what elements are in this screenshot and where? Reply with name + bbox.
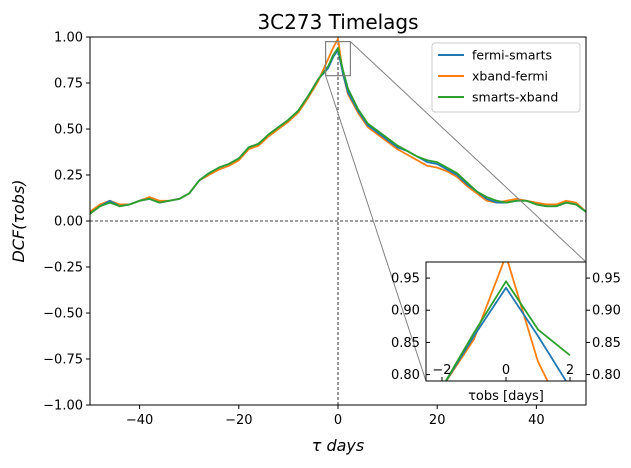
y-tick-label: −0.25 bbox=[43, 261, 83, 276]
legend-label-fermi-smarts: fermi-smarts bbox=[472, 48, 552, 63]
inset-series-line-fermi-smarts bbox=[444, 286, 568, 381]
inset-y-tick-label-right: 0.85 bbox=[592, 336, 621, 351]
y-tick-label: −0.75 bbox=[43, 353, 83, 368]
inset-y-tick-label-left: 0.90 bbox=[391, 304, 420, 319]
y-tick-label: 0.50 bbox=[54, 123, 83, 138]
y-tick-label: −1.00 bbox=[43, 399, 83, 414]
legend-label-smarts-xband: smarts-xband bbox=[472, 90, 558, 105]
legend-box bbox=[431, 42, 581, 113]
inset-y-tick-label-right: 0.95 bbox=[592, 272, 621, 287]
x-tick-label: −40 bbox=[126, 413, 153, 428]
reference-lines bbox=[90, 37, 586, 405]
inset-series-line-xband-fermi bbox=[445, 262, 549, 381]
inset-y-tick-label-right: 0.80 bbox=[592, 368, 621, 383]
inset-x-tick-label: 2 bbox=[566, 363, 574, 378]
inset-x-axis-label: τobs [days] bbox=[468, 389, 544, 404]
zoom-connector-line bbox=[350, 41, 587, 263]
y-tick-label: 0.00 bbox=[54, 215, 83, 230]
y-axis-label: DCF(τobs) bbox=[9, 179, 28, 262]
inset-y-tick-label-left: 0.95 bbox=[391, 272, 420, 287]
inset-y-tick-label-left: 0.80 bbox=[391, 368, 420, 383]
x-axis-label: τ days bbox=[312, 436, 364, 455]
series-line-smarts-xband bbox=[90, 47, 586, 215]
zoom-indicator-box bbox=[325, 40, 352, 77]
x-tick-label: 20 bbox=[429, 413, 446, 428]
inset-y-tick-label-left: 0.85 bbox=[391, 336, 420, 351]
inset-x-tick-label: −2 bbox=[432, 363, 451, 378]
inset-series-group bbox=[444, 262, 571, 381]
y-tick-label: −0.50 bbox=[43, 307, 83, 322]
y-tick-label: 1.00 bbox=[54, 31, 83, 46]
x-tick-label: 0 bbox=[334, 413, 342, 428]
inset-series-line-smarts-xband bbox=[444, 280, 571, 381]
zoom-connector-line bbox=[325, 75, 427, 382]
x-tick-label: −20 bbox=[225, 413, 252, 428]
inset-frame bbox=[425, 261, 587, 382]
chart-title: 3C273 Timelags bbox=[257, 10, 418, 34]
series-group bbox=[90, 37, 586, 215]
legend-label-xband-fermi: xband-fermi bbox=[472, 69, 548, 84]
inset-x-tick-label: 0 bbox=[502, 363, 510, 378]
inset-y-tick-label-right: 0.90 bbox=[592, 304, 621, 319]
y-tick-label: 0.25 bbox=[54, 169, 83, 184]
x-tick-label: 40 bbox=[528, 413, 545, 428]
y-tick-label: 0.75 bbox=[54, 77, 83, 92]
